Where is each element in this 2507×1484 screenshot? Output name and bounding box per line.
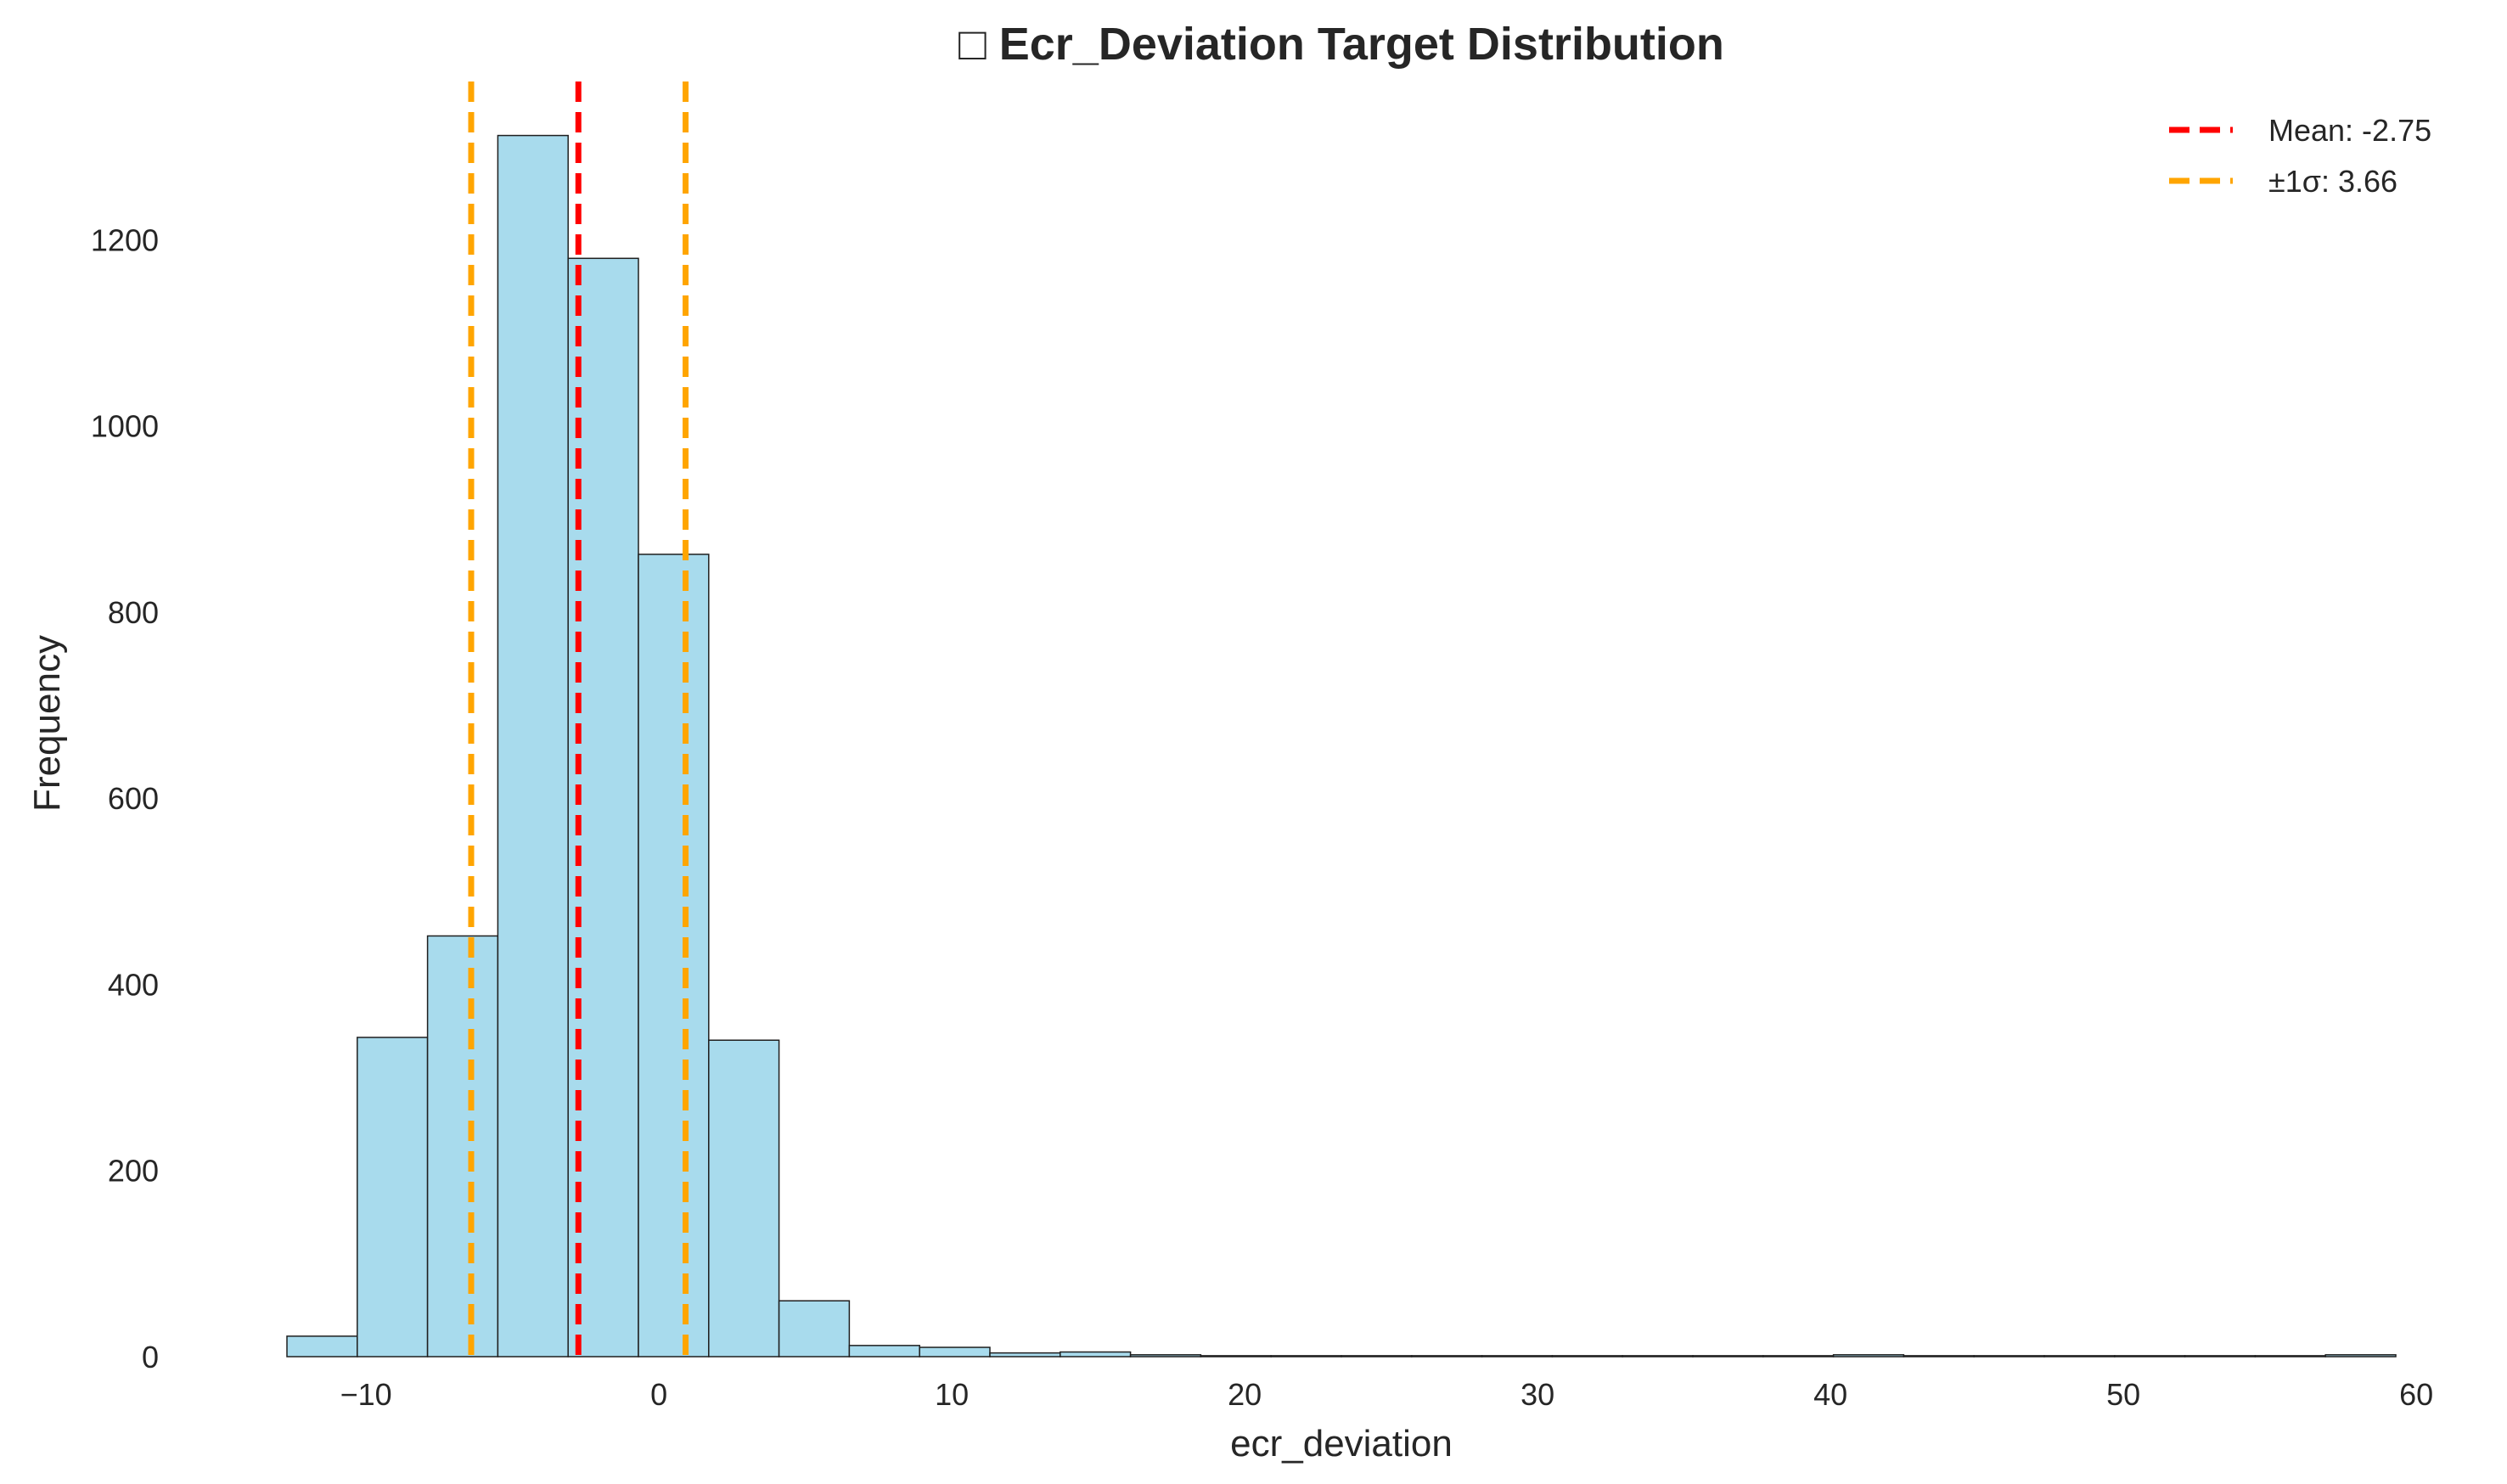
y-axis-ticks: 0 200 400 600 800 1000 1200 [91, 222, 159, 1374]
histogram-bar [2184, 1355, 2257, 1358]
x-axis-ticks: −10 0 10 20 30 40 50 60 [340, 1377, 2434, 1412]
histogram-bar [1832, 1354, 1905, 1358]
y-tick-label: 1200 [91, 222, 159, 257]
x-tick-label: 0 [650, 1377, 667, 1412]
histogram-bar [357, 1037, 429, 1358]
histogram-bar [497, 134, 569, 1358]
histogram-bar [2043, 1355, 2116, 1358]
histogram-bar [2114, 1355, 2186, 1358]
histogram-bar [1411, 1355, 1483, 1358]
histogram-bar [1973, 1355, 2045, 1358]
histogram-bar [1341, 1355, 1413, 1358]
histogram-bar [919, 1346, 991, 1358]
x-axis-label: ecr_deviation [1230, 1423, 1453, 1464]
y-tick-label: 600 [108, 781, 159, 816]
histogram-bar [708, 1039, 780, 1358]
histogram-bars [286, 134, 2397, 1358]
histogram-bar [567, 257, 639, 1358]
histogram-bar [1481, 1355, 1554, 1358]
histogram-bar [1762, 1355, 1835, 1358]
histogram-bar [1060, 1351, 1132, 1358]
histogram-bar [2324, 1354, 2397, 1358]
x-tick-label: 50 [2106, 1377, 2140, 1412]
histogram-bar [1622, 1355, 1694, 1358]
y-tick-label: 0 [142, 1340, 159, 1374]
histogram-bar [638, 554, 710, 1358]
histogram-bar [778, 1300, 851, 1358]
x-tick-label: −10 [340, 1377, 392, 1412]
x-tick-label: 30 [1521, 1377, 1554, 1412]
histogram-bar [426, 935, 499, 1358]
histogram-bar [989, 1352, 1061, 1358]
y-tick-label: 1000 [91, 409, 159, 444]
histogram-bar [286, 1335, 358, 1358]
legend: Mean: -2.75 ±1σ: 3.66 [2169, 113, 2431, 199]
x-tick-label: 20 [1228, 1377, 1262, 1412]
histogram-bar [1200, 1355, 1272, 1358]
y-axis-label: Frequency [26, 635, 68, 812]
legend-mean-label: Mean: -2.75 [2268, 113, 2431, 148]
histogram-bar [2254, 1355, 2326, 1358]
histogram-bar [848, 1345, 920, 1358]
x-tick-label: 60 [2399, 1377, 2433, 1412]
histogram-bar [1129, 1354, 1202, 1358]
histogram-bar [1270, 1355, 1342, 1358]
legend-sigma-label: ±1σ: 3.66 [2268, 164, 2397, 199]
chart-title: □ Ecr_Deviation Target Distribution [958, 19, 1724, 70]
x-tick-label: 10 [935, 1377, 969, 1412]
histogram-bar [1551, 1355, 1623, 1358]
histogram-bar [1692, 1355, 1764, 1358]
y-tick-label: 200 [108, 1154, 159, 1189]
histogram-bar [1903, 1355, 1975, 1358]
x-tick-label: 40 [1813, 1377, 1847, 1412]
y-tick-label: 400 [108, 967, 159, 1002]
y-tick-label: 800 [108, 595, 159, 630]
